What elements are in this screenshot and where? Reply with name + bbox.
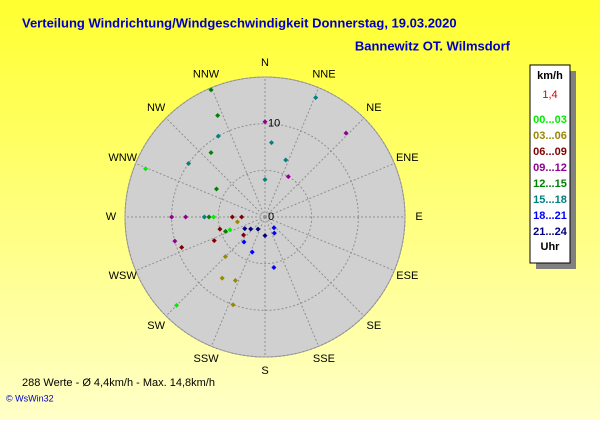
wind-point: [255, 226, 261, 232]
legend-label: 15...18: [533, 194, 567, 206]
wind-point: [285, 174, 291, 180]
wind-point: [229, 214, 235, 220]
spoke: [264, 216, 320, 347]
direction-label: WNW: [108, 152, 137, 164]
spoke: [165, 117, 266, 218]
direction-label: SSW: [194, 353, 220, 365]
direction-label: E: [415, 211, 422, 223]
wind-point: [271, 265, 277, 271]
wind-point: [234, 219, 240, 225]
legend-label: 06...09: [533, 146, 567, 158]
legend-label: 00...03: [533, 114, 567, 126]
legend-label: 03...06: [533, 130, 567, 142]
wind-point: [249, 249, 255, 255]
wind-point: [143, 166, 149, 172]
r-tick-label: 10: [268, 118, 280, 130]
legend-box: [529, 64, 571, 264]
spoke: [264, 87, 320, 218]
direction-label: NW: [147, 102, 166, 114]
wind-point: [343, 130, 349, 136]
spoke: [210, 216, 266, 347]
wind-point: [208, 150, 214, 156]
credit: © WsWin32: [6, 393, 54, 403]
wind-point: [313, 95, 319, 101]
legend-label: 09...12: [533, 162, 567, 174]
wind-point: [211, 238, 217, 244]
grid-circle: [124, 76, 406, 358]
wind-point: [208, 87, 214, 93]
wind-point: [248, 226, 254, 232]
spoke: [135, 216, 266, 272]
r-tick-label: 0: [268, 211, 274, 223]
wind-point: [179, 244, 185, 250]
wind-point: [239, 214, 245, 220]
wind-point: [206, 214, 212, 220]
direction-label: ESE: [396, 270, 418, 282]
wind-point: [241, 232, 247, 238]
wind-point: [215, 133, 221, 139]
legend-label: 18...21: [533, 210, 567, 222]
legend-title: km/h: [537, 70, 563, 82]
spoke: [210, 87, 266, 218]
legend-footer: Uhr: [541, 241, 561, 253]
wind-point: [262, 177, 268, 183]
wind-point: [219, 275, 225, 281]
wind-point: [271, 225, 277, 231]
wind-point: [271, 230, 277, 236]
direction-label: ENE: [396, 152, 419, 164]
direction-label: N: [261, 57, 269, 69]
wind-point: [241, 239, 247, 245]
direction-label: NE: [366, 102, 381, 114]
direction-label: S: [261, 365, 268, 377]
spoke: [264, 162, 395, 218]
wind-point: [230, 302, 236, 308]
wind-point: [217, 226, 223, 232]
wind-point: [227, 227, 233, 233]
wind-point: [201, 214, 207, 220]
spoke: [264, 216, 365, 317]
wind-point: [211, 214, 217, 220]
direction-label: SE: [367, 320, 382, 332]
direction-label: NNW: [193, 69, 220, 81]
spoke: [264, 117, 365, 218]
grid-circle: [217, 169, 313, 265]
wind-point: [262, 233, 268, 239]
direction-label: SSE: [313, 353, 335, 365]
wind-point: [269, 140, 275, 146]
wind-point: [183, 214, 189, 220]
spoke: [264, 216, 395, 272]
direction-label: NNE: [312, 69, 335, 81]
wind-point: [222, 254, 228, 260]
wind-point: [215, 112, 221, 118]
wind-point: [223, 228, 229, 234]
direction-label: SW: [147, 320, 165, 332]
wind-point: [232, 277, 238, 283]
wind-point: [172, 238, 178, 244]
footer: 288 Werte - Ø 4,4km/h - Max. 14,8km/h: [22, 377, 215, 389]
wind-point: [242, 226, 248, 232]
direction-label: W: [106, 211, 117, 223]
spoke: [135, 162, 266, 218]
wind-point: [262, 119, 268, 125]
wind-point: [283, 157, 289, 163]
direction-label: WSW: [109, 270, 138, 282]
wind-point: [186, 160, 192, 166]
chart-title: Verteilung Windrichtung/Windgeschwindigk…: [22, 15, 457, 30]
spoke: [165, 216, 266, 317]
wind-point: [214, 186, 220, 192]
legend-note: 1,4: [542, 89, 557, 101]
chart-subtitle: Bannewitz OT. Wilmsdorf: [355, 38, 511, 53]
wind-point: [169, 214, 175, 220]
legend-label: 12...15: [533, 178, 567, 190]
legend-label: 21...24: [533, 226, 568, 238]
wind-point: [174, 302, 180, 308]
